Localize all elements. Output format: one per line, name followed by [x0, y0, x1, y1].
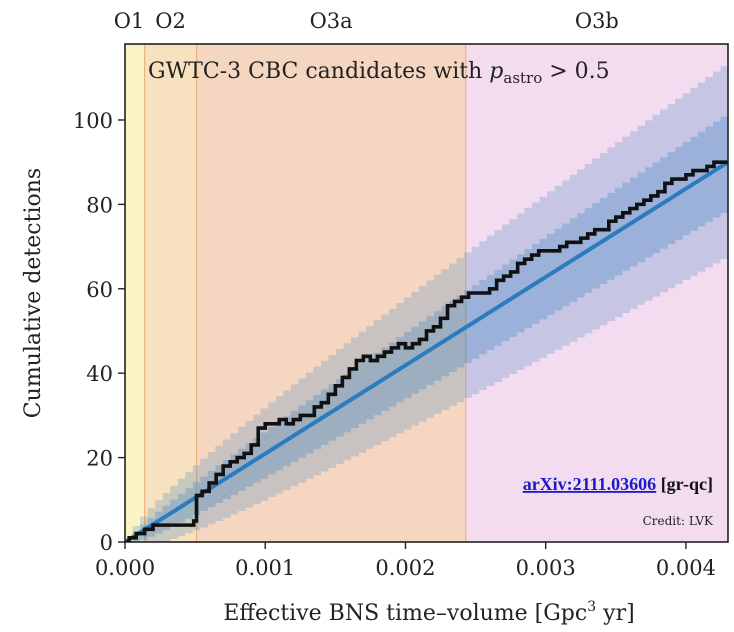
y-tick-label: 20: [86, 447, 113, 471]
y-tick-label: 60: [86, 278, 113, 302]
run-label-o3b: O3b: [575, 9, 619, 33]
run-label-o3a: O3a: [310, 9, 353, 33]
x-tick-label: 0.004: [656, 556, 716, 580]
observed-detections-line-group: [125, 160, 728, 542]
expected-detections-line-group: [125, 160, 728, 542]
x-tick-label: 0.002: [375, 556, 435, 580]
arxiv-category: [gr-qc]: [656, 474, 713, 494]
chart-title: GWTC-3 CBC candidates with pastro > 0.5: [148, 59, 610, 87]
x-axis-label-main: Effective BNS time–volume [Gpc: [223, 601, 587, 626]
run-region-o2: [144, 44, 197, 542]
credit-text: Credit: LVK: [643, 514, 714, 528]
y-axis-label: Cumulative detections: [21, 168, 46, 418]
y-tick-label: 40: [86, 362, 113, 386]
run-region-o3b: [465, 44, 728, 542]
observed-detections-line: [125, 160, 728, 542]
run-label-o1: O1: [114, 9, 145, 33]
x-axis-label-tail: yr]: [596, 601, 635, 626]
run-region-o1: [125, 44, 145, 542]
y-tick-label: 100: [73, 109, 113, 133]
run-label-o2: O2: [155, 9, 186, 33]
x-tick-label: 0.003: [516, 556, 576, 580]
title-variable: p: [489, 59, 503, 84]
x-axis-label: Effective BNS time–volume [Gpc3 yr]: [223, 599, 634, 626]
observing-run-labels: O1 O2 O3a O3b: [114, 9, 619, 33]
x-tick-label: 0.001: [235, 556, 295, 580]
y-axis-ticks: 0 20 40 60 80 100: [73, 109, 125, 555]
arxiv-reference[interactable]: arXiv:2111.03606 [gr-qc]: [523, 474, 713, 494]
expected-detections-line: [125, 160, 728, 542]
x-tick-label: 0.000: [95, 556, 155, 580]
expected-detection-bands: [125, 60, 728, 542]
expected-90-percent-band: [125, 60, 728, 542]
plot-frame: [124, 43, 729, 543]
y-tick-label: 80: [86, 193, 113, 217]
title-main: GWTC-3 CBC candidates with: [148, 59, 489, 84]
x-axis-ticks: 0.000 0.001 0.002 0.003 0.004: [95, 542, 716, 580]
expected-50-percent-band: [125, 111, 728, 542]
arxiv-link[interactable]: arXiv:2111.03606: [523, 474, 657, 494]
title-tail: > 0.5: [542, 59, 609, 84]
title-subscript: astro: [503, 69, 542, 87]
x-axis-label-superscript: 3: [587, 599, 596, 615]
y-tick-label: 0: [100, 531, 113, 555]
